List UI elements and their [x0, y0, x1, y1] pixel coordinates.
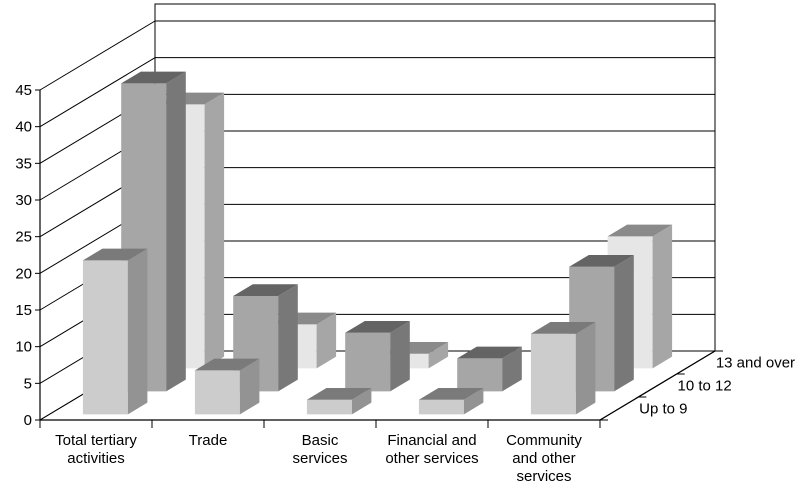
bar-side [204, 92, 225, 369]
y-tick-label-7: 35 [15, 155, 32, 172]
bar-top [121, 71, 186, 84]
bar-top [233, 284, 298, 296]
series-label-2: 13 and over [716, 355, 795, 372]
y-tick-label-5: 25 [15, 229, 32, 246]
series-label-1: 10 to 12 [678, 378, 732, 395]
y-tick-label-3: 15 [15, 302, 32, 319]
bar-front [82, 260, 128, 415]
bar-front [418, 399, 464, 415]
bar-front [530, 333, 576, 415]
category-label-line: Financial and [387, 432, 476, 449]
category-label-line: other services [385, 450, 478, 467]
bar-side [502, 346, 522, 392]
axes [35, 89, 723, 428]
y-tick-label-1: 5 [24, 375, 32, 392]
bar-side [239, 358, 260, 415]
category-label-1: Trade [189, 432, 228, 449]
bar-side [127, 248, 148, 415]
bar-side [278, 284, 298, 392]
gridline-side-8 [39, 57, 156, 128]
bar-0-4 [530, 322, 596, 415]
category-label-2: Basic services [292, 432, 347, 467]
category-label-line: Total tertiary [55, 432, 137, 449]
labels: 0 5 10 15 20 25 30 35 40 45 Total tertiary activiti… [15, 82, 795, 485]
bars [82, 71, 673, 415]
bar-side [463, 388, 484, 415]
category-label-0: Total tertiary activities [55, 432, 137, 467]
bar-top [345, 321, 410, 333]
bar-front [345, 332, 391, 392]
category-label-4: Community and other services [506, 432, 582, 485]
y-tick-label-4: 20 [15, 265, 32, 282]
category-label-line: and other [512, 450, 575, 467]
bar-top [306, 388, 372, 400]
bar-top [607, 224, 673, 237]
category-label-line: activities [67, 450, 125, 467]
y-tick-label-9: 45 [15, 82, 32, 99]
category-label-3: Financial and other services [385, 432, 478, 467]
category-label-line: Community [506, 432, 582, 449]
category-label-line: Basic [302, 432, 339, 449]
bar-top [569, 255, 634, 267]
category-label-line: Trade [189, 432, 228, 449]
bar-0-3 [418, 388, 484, 415]
bar-side [428, 342, 449, 369]
bar-top [82, 248, 148, 261]
category-label-line: services [516, 468, 571, 485]
y-tick-label-6: 30 [15, 192, 32, 209]
gridline-side-9 [39, 20, 156, 91]
bar-top [418, 388, 484, 400]
bar-side [575, 322, 596, 415]
bar-front [457, 358, 503, 392]
y-tick-label-8: 40 [15, 119, 32, 136]
z-axis-line [599, 350, 716, 421]
bar-1-2 [345, 321, 410, 392]
y-tick-label-0: 0 [24, 412, 32, 429]
bar-top [530, 322, 596, 334]
category-label-line: services [292, 450, 347, 467]
bar-side [166, 71, 186, 392]
bar-0-2 [306, 388, 372, 415]
bar-1-3 [457, 346, 522, 392]
bar-top [194, 358, 260, 371]
bar-top [457, 346, 522, 359]
y-tick-label-2: 10 [15, 339, 32, 356]
bar-0-0 [82, 248, 148, 415]
bar-side [614, 255, 634, 392]
bar-0-1 [194, 358, 260, 415]
series-label-0: Up to 9 [639, 401, 687, 418]
bar-side [316, 312, 337, 369]
bar-front [194, 370, 240, 415]
bar-front [306, 399, 352, 415]
bar-side [652, 224, 673, 369]
bar-side [390, 321, 410, 392]
bar-side [351, 388, 372, 415]
